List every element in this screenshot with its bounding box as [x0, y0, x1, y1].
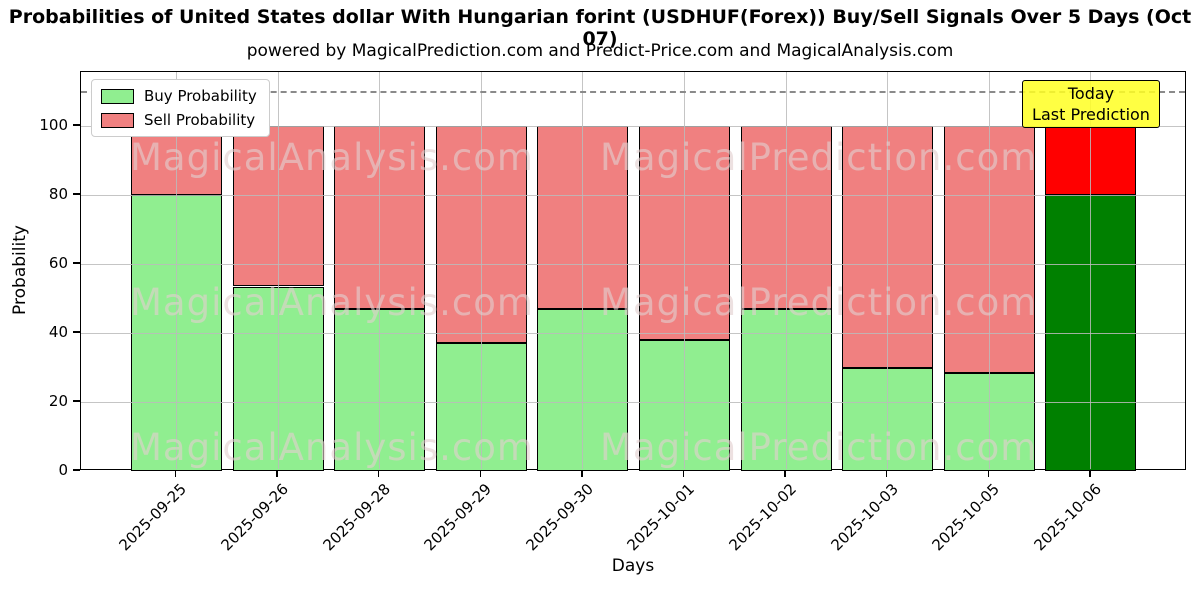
- horizontal-gridline: [81, 194, 1185, 196]
- x-tick-label: 2025-10-03: [827, 480, 902, 555]
- y-tick-mark: [73, 193, 80, 195]
- legend-item-sell: Sell Probability: [101, 111, 257, 129]
- x-tick-label: 2025-10-01: [623, 480, 699, 555]
- today-annotation-line1: Today: [1067, 84, 1115, 103]
- y-tick-label: 40: [48, 323, 68, 342]
- horizontal-gridline: [81, 263, 1185, 265]
- horizontal-gridline: [81, 332, 1185, 334]
- y-tick-label: 100: [39, 116, 68, 135]
- vertical-gridline: [379, 72, 381, 469]
- x-tick-mark: [1089, 470, 1091, 477]
- x-tick-mark: [174, 470, 177, 477]
- chart-title: Probabilities of United States dollar Wi…: [8, 6, 1192, 50]
- vertical-gridline: [480, 72, 482, 469]
- legend-label-sell: Sell Probability: [144, 111, 256, 129]
- y-tick-mark: [73, 124, 80, 126]
- y-tick-mark: [73, 331, 80, 333]
- x-tick-mark: [682, 470, 685, 477]
- legend-item-buy: Buy Probability: [101, 87, 257, 105]
- x-tick-label: 2025-09-28: [319, 480, 394, 555]
- x-tick-label: 2025-09-26: [217, 480, 292, 555]
- buy-probability-swatch: [101, 88, 134, 104]
- y-tick-mark: [73, 469, 80, 471]
- x-tick-mark: [581, 470, 583, 477]
- y-axis-label: Probability: [10, 225, 30, 315]
- threshold-dashed-line: [81, 90, 1185, 93]
- chart-subtitle: powered by MagicalPrediction.com and Pre…: [246, 41, 954, 61]
- vertical-gridline: [1090, 72, 1092, 469]
- x-tick-label: 2025-10-02: [725, 480, 800, 555]
- x-tick-mark: [276, 470, 278, 477]
- legend: Buy Probability Sell Probability: [91, 79, 270, 137]
- x-tick-mark: [886, 470, 888, 477]
- vertical-gridline: [785, 72, 787, 469]
- vertical-gridline: [887, 72, 889, 469]
- vertical-gridline: [684, 72, 686, 469]
- today-annotation-line2: Last Prediction: [1032, 105, 1150, 124]
- horizontal-gridline: [81, 125, 1185, 127]
- y-tick-label: 20: [48, 392, 68, 411]
- today-annotation: Today Last Prediction: [1022, 80, 1160, 128]
- x-tick-label: 2025-09-25: [115, 480, 191, 555]
- x-tick-mark: [987, 470, 990, 477]
- x-tick-label: 2025-09-29: [420, 480, 496, 555]
- vertical-gridline: [582, 72, 584, 469]
- y-tick-mark: [73, 262, 80, 264]
- vertical-gridline: [988, 72, 990, 469]
- y-tick-label: 80: [48, 185, 68, 204]
- plot-area: MagicalAnalysis.com MagicalPrediction.com…: [80, 71, 1186, 471]
- x-tick-label: 2025-10-05: [928, 480, 1004, 555]
- x-tick-mark: [479, 470, 482, 477]
- horizontal-gridline: [81, 401, 1185, 403]
- legend-label-buy: Buy Probability: [144, 87, 257, 105]
- y-tick-mark: [73, 400, 80, 402]
- x-tick-label: 2025-10-06: [1030, 480, 1105, 555]
- vertical-gridline: [176, 72, 178, 469]
- y-tick-label: 60: [48, 254, 68, 273]
- x-axis-label: Days: [611, 556, 655, 576]
- y-tick-label: 0: [58, 461, 68, 479]
- x-tick-label: 2025-09-30: [522, 480, 597, 555]
- vertical-gridline: [277, 72, 279, 469]
- x-tick-mark: [378, 470, 380, 477]
- x-tick-mark: [784, 470, 786, 477]
- sell-probability-swatch: [101, 112, 134, 128]
